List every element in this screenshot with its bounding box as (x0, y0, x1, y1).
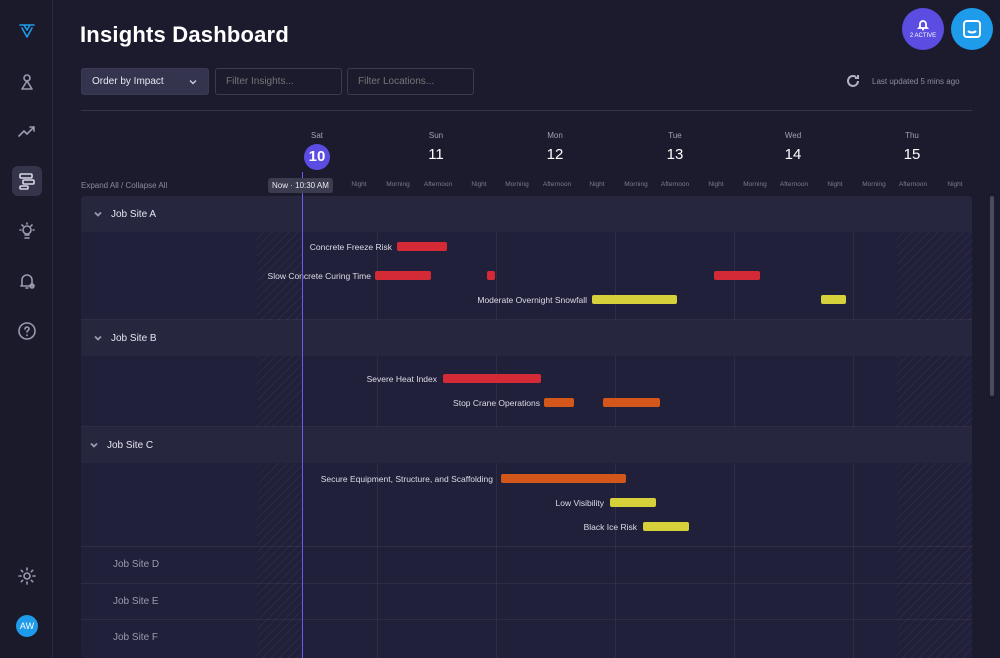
refresh-icon[interactable] (846, 74, 860, 88)
alert-bell-icon[interactable] (12, 266, 42, 296)
now-label: Now · 10:30 AM (268, 178, 333, 193)
insight-bar[interactable] (544, 398, 574, 407)
filter-insights-input[interactable] (215, 68, 342, 95)
day-name: Sun (428, 131, 444, 140)
time-segment-label: Night (827, 181, 843, 188)
help-icon[interactable] (12, 316, 42, 346)
day-header: Sun 11 (406, 131, 466, 163)
scrollbar[interactable] (990, 196, 994, 396)
time-segment-label: Night (589, 181, 605, 188)
site-header-c[interactable]: Job Site C (81, 427, 972, 463)
time-segment-label: Night (708, 181, 724, 188)
divider (81, 110, 972, 111)
site-name-d[interactable]: Job Site D (113, 559, 160, 570)
site-name-e[interactable]: Job Site E (113, 596, 159, 607)
day-name: Sat (310, 131, 323, 140)
active-alerts-label: 2 ACTIVE (909, 33, 937, 39)
insight-bar[interactable] (375, 271, 431, 280)
logo-icon[interactable] (12, 16, 42, 46)
avatar[interactable]: AW (16, 615, 38, 637)
day-number[interactable]: 14 (784, 146, 802, 163)
day-header: Wed 14 (763, 131, 823, 163)
last-updated-text: Last updated 5 mins ago (872, 77, 960, 86)
insight-bar[interactable] (714, 271, 760, 280)
day-name: Wed (784, 131, 802, 140)
insight-bar[interactable] (592, 295, 677, 304)
time-segment-label: Night (351, 181, 367, 188)
time-segment-label: Morning (862, 181, 886, 188)
time-segment-label: Afternoon (660, 181, 690, 188)
day-number[interactable]: 11 (428, 146, 444, 163)
insight-label: Black Ice Risk (583, 522, 637, 532)
day-number[interactable]: 13 (666, 146, 684, 163)
insight-bar[interactable] (610, 498, 656, 507)
site-header-a[interactable]: Job Site A (81, 196, 972, 232)
site-name-f[interactable]: Job Site F (113, 632, 159, 643)
insight-label: Moderate Overnight Snowfall (477, 295, 587, 305)
chat-button[interactable] (951, 8, 993, 50)
insight-label: Slow Concrete Curing Time (267, 271, 371, 281)
day-header: Thu 15 (882, 131, 942, 163)
chevron-down-icon (189, 79, 197, 85)
order-select[interactable]: Order by Impact (81, 68, 209, 95)
day-header: Sat 10 (287, 131, 347, 170)
insight-label: Stop Crane Operations (453, 398, 540, 408)
timeline-grid: Job Site A Concrete Freeze Risk Slow Con… (81, 196, 972, 658)
map-pin-icon[interactable] (12, 66, 42, 96)
chat-icon (963, 20, 981, 38)
insight-label: Secure Equipment, Structure, and Scaffol… (320, 474, 493, 484)
time-segment-label: Morning (386, 181, 410, 188)
bell-icon (917, 20, 929, 31)
sidebar: AW (0, 0, 53, 658)
order-select-value: Order by Impact (92, 76, 164, 87)
active-alerts-button[interactable]: 2 ACTIVE (902, 8, 944, 50)
insight-bar[interactable] (501, 474, 626, 483)
day-number[interactable]: 15 (903, 146, 921, 163)
day-number[interactable]: 12 (546, 146, 564, 163)
day-name: Mon (547, 131, 563, 140)
time-segment-label: Morning (624, 181, 648, 188)
insight-bar[interactable] (397, 242, 447, 251)
insight-bar[interactable] (603, 398, 660, 407)
time-segment-label: Night (471, 181, 487, 188)
time-segment-label: Afternoon (779, 181, 809, 188)
today-date[interactable]: 10 (304, 144, 330, 170)
settings-icon[interactable] (12, 561, 42, 591)
day-header: Mon 12 (525, 131, 585, 163)
insight-bar[interactable] (821, 295, 846, 304)
time-segment-label: Afternoon (898, 181, 928, 188)
insight-bar[interactable] (643, 522, 689, 531)
day-header: Tue 13 (645, 131, 705, 163)
time-segment-label: Morning (743, 181, 767, 188)
site-name: Job Site B (111, 332, 157, 344)
insights-list-icon[interactable] (12, 166, 42, 196)
insight-bar[interactable] (443, 374, 541, 383)
time-segment-label: Afternoon (542, 181, 572, 188)
site-name: Job Site C (107, 439, 154, 451)
chevron-down-icon (90, 442, 98, 448)
site-name: Job Site A (111, 208, 157, 220)
chevron-down-icon (94, 335, 102, 341)
now-indicator-line (302, 172, 303, 658)
time-segment-label: Afternoon (423, 181, 453, 188)
day-name: Thu (905, 131, 919, 140)
filter-locations-input[interactable] (347, 68, 474, 95)
chevron-down-icon (94, 211, 102, 217)
page-title: Insights Dashboard (80, 22, 289, 47)
site-header-b[interactable]: Job Site B (81, 320, 972, 356)
lightbulb-icon[interactable] (12, 216, 42, 246)
time-segment-label: Morning (505, 181, 529, 188)
insight-label: Low Visibility (555, 498, 604, 508)
insight-label: Concrete Freeze Risk (309, 242, 392, 252)
expand-collapse-link[interactable]: Expand All / Collapse All (81, 181, 168, 190)
time-segment-label: Night (947, 181, 963, 188)
insight-bar[interactable] (487, 271, 495, 280)
trend-chart-icon[interactable] (12, 116, 42, 146)
insight-label: Severe Heat Index (366, 374, 437, 384)
day-name: Tue (668, 131, 682, 140)
